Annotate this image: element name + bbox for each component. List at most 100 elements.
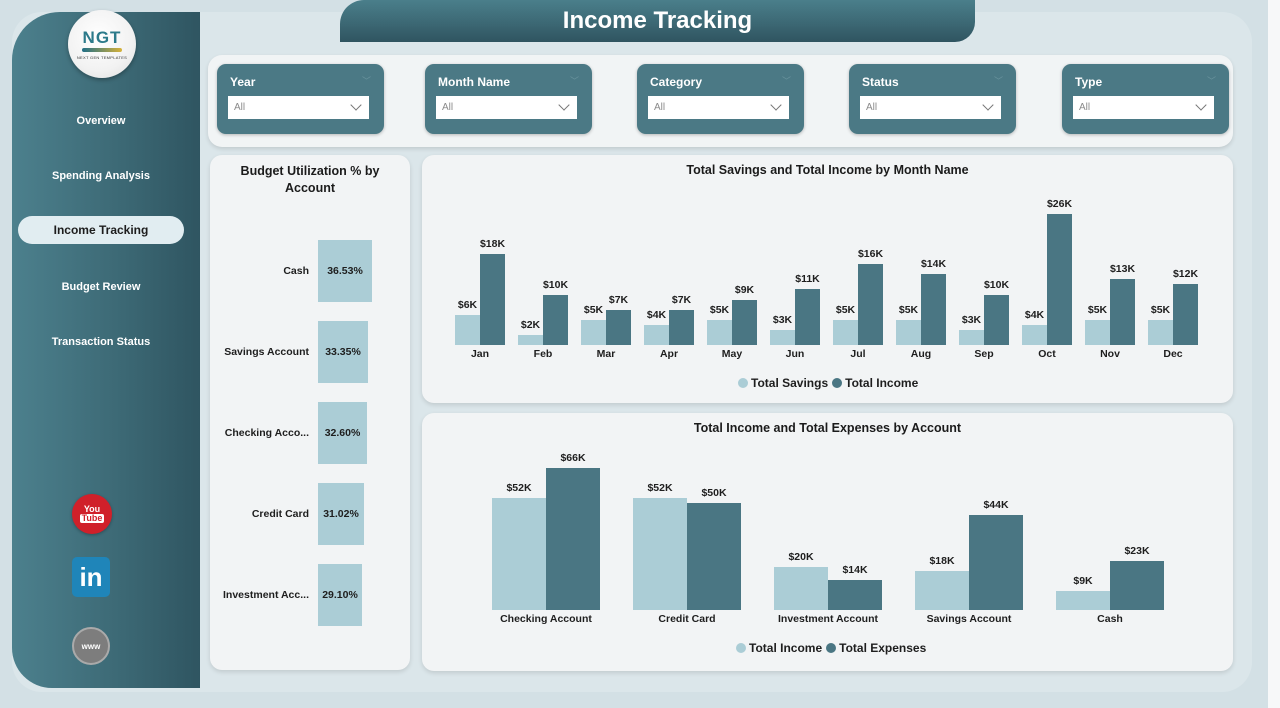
x-axis-label: Dec [1163,348,1183,360]
bar[interactable] [687,502,741,610]
chevron-down-icon: ﹀ [781,76,791,86]
bar[interactable]: 32.60% [318,402,367,464]
data-label: $4K [1024,308,1045,321]
website-icon[interactable]: www [72,627,110,665]
bar[interactable] [795,289,820,345]
data-label: $26K [1046,197,1073,210]
bar[interactable] [1056,590,1110,610]
bar[interactable] [1110,279,1135,345]
status-dropdown[interactable]: All [860,96,1001,119]
bar[interactable] [669,309,694,345]
bar[interactable] [921,274,946,345]
nav-label: Income Tracking [53,223,149,237]
chevron-down-icon: ﹀ [361,76,371,86]
bar[interactable] [518,334,543,345]
filter-bar: Year ﹀ All Month Name ﹀ All Category ﹀ A… [208,55,1233,147]
bar[interactable]: 31.02% [318,483,364,545]
data-label: $18K [479,238,506,251]
x-axis-label: Jan [470,348,490,360]
linkedin-icon[interactable]: in [72,557,110,597]
youtube-bottom-text: Tube [79,513,105,523]
data-label: $5K [835,303,856,316]
data-label: $50K [701,486,727,499]
bar[interactable] [833,319,858,345]
legend-dot-income [736,643,746,653]
bar[interactable] [644,324,669,345]
nav-income-tracking[interactable]: Income Tracking [18,216,184,244]
bar[interactable] [606,309,631,345]
bar[interactable] [633,498,687,610]
bar-value: 29.10% [322,589,358,601]
bar[interactable] [707,319,732,345]
bar[interactable] [858,264,883,345]
data-label: $14K [920,258,947,271]
bar[interactable] [1173,284,1198,345]
chart-title: Total Income and Total Expenses by Accou… [693,421,962,435]
logo-subtitle: NEXT GEN TEMPLATES [76,54,128,60]
logo-text: NGT [82,27,122,47]
bar[interactable] [915,571,969,610]
legend-label: Total Savings [751,376,829,390]
type-dropdown[interactable]: All [1073,96,1214,119]
bar[interactable] [1148,319,1173,345]
bar[interactable]: 29.10% [318,564,362,626]
month-name-dropdown[interactable]: All [436,96,577,119]
bar-label: Cash [283,265,309,277]
nav-spending-analysis[interactable]: Spending Analysis [18,162,184,190]
category-dropdown[interactable]: All [648,96,789,119]
slicer-label: Type [1075,75,1103,89]
slicer-type: Type ﹀ All [1062,64,1229,134]
dropdown-value: All [654,102,666,113]
bar[interactable] [984,294,1009,345]
bar[interactable] [959,329,984,345]
bar[interactable]: 33.35% [318,321,368,383]
bar[interactable] [1110,560,1164,610]
x-axis-label: Jul [850,348,866,360]
bar[interactable] [828,579,882,610]
page-title: Income Tracking [340,0,975,42]
nav-transaction-status[interactable]: Transaction Status [18,328,184,356]
legend-label: Total Income [749,641,823,655]
data-label: $44K [983,499,1009,512]
chart-title: Total Savings and Total Income by Month … [686,163,969,177]
bar[interactable] [546,468,600,610]
x-axis-label: Feb [533,348,553,360]
month-plot-area: $6K $18K Jan $2K $10K Feb $5K $7K Mar $4K $7K Apr $5… [422,155,1233,403]
bar[interactable]: 36.53% [318,240,372,302]
slicer-label: Category [650,75,703,89]
data-label: $66K [560,452,586,465]
slicer-year: Year ﹀ All [217,64,384,134]
chevron-down-icon: ﹀ [993,76,1003,86]
nav-label: Transaction Status [51,336,151,348]
nav-overview[interactable]: Overview [18,107,184,135]
bar[interactable] [732,299,757,345]
x-axis-label: Mar [596,348,616,360]
bar[interactable] [1022,324,1047,345]
chart-legend: Total Savings Total Income [738,376,918,390]
youtube-icon[interactable]: You Tube [72,494,112,534]
year-dropdown[interactable]: All [228,96,369,119]
bar[interactable] [896,319,921,345]
bar[interactable] [1047,213,1072,345]
data-label: $4K [646,308,667,321]
nav-budget-review[interactable]: Budget Review [18,273,184,301]
legend-dot-savings [738,378,748,388]
x-axis-label: Jun [785,348,805,360]
legend-dot-expenses [826,643,837,653]
data-label: $3K [772,313,793,326]
bar[interactable] [543,294,568,345]
bar[interactable] [492,498,546,610]
bar[interactable] [770,329,795,345]
bar[interactable] [1085,319,1110,345]
data-label: $5K [898,303,919,316]
bar[interactable] [969,515,1023,610]
chevron-down-icon: ﹀ [1206,76,1216,86]
bar[interactable] [480,254,505,345]
x-axis-label: Cash [1097,613,1123,625]
bar[interactable] [581,319,606,345]
bar[interactable] [455,314,480,345]
bar[interactable] [774,567,828,610]
linkedin-text: in [79,561,103,592]
income-expenses-by-account-card: Total Income and Total Expenses by Accou… [422,413,1233,671]
dropdown-value: All [866,102,878,113]
